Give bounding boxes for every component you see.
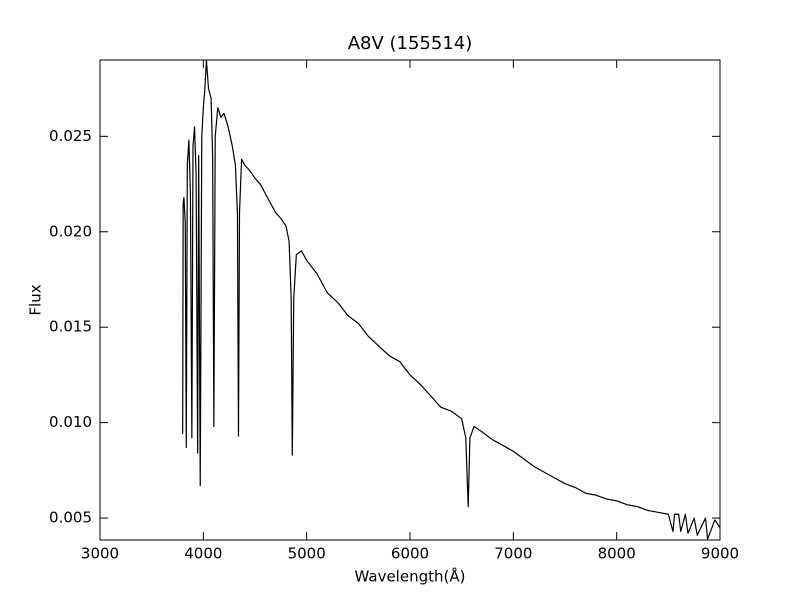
x-tick-label: 5000	[288, 545, 326, 563]
y-axis-label: Flux	[27, 284, 45, 315]
y-tick-label: 0.025	[49, 127, 92, 145]
x-tick-label: 9000	[701, 545, 739, 563]
plot-frame	[99, 59, 721, 541]
x-tick-label: 3000	[81, 545, 119, 563]
y-tick-label: 0.010	[49, 413, 92, 431]
chart-title: A8V (155514)	[348, 33, 473, 54]
y-tick-label: 0.020	[49, 222, 92, 240]
spectrum-line	[182, 59, 721, 540]
x-tick-label: 4000	[184, 545, 222, 563]
y-tick-label: 0.005	[49, 509, 92, 527]
x-axis-label: Wavelength(Å)	[355, 567, 466, 586]
x-tick-label: 6000	[391, 545, 429, 563]
y-tick-label: 0.015	[49, 318, 92, 336]
x-tick-label: 7000	[494, 545, 532, 563]
x-tick-label: 8000	[598, 545, 636, 563]
